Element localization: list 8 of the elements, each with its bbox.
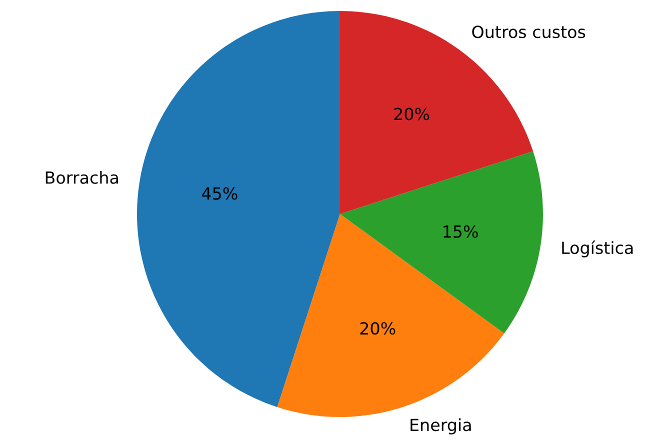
data-label: 20% [394, 108, 430, 120]
data-label: 15% [444, 225, 478, 238]
slice-label: Logística [562, 240, 633, 258]
slice-label: Energia [410, 418, 471, 434]
data-label: 20% [360, 322, 396, 335]
slice-label: Borracha [46, 171, 118, 184]
slice-label: Outros custos [472, 26, 586, 38]
data-label: 45% [202, 187, 238, 200]
